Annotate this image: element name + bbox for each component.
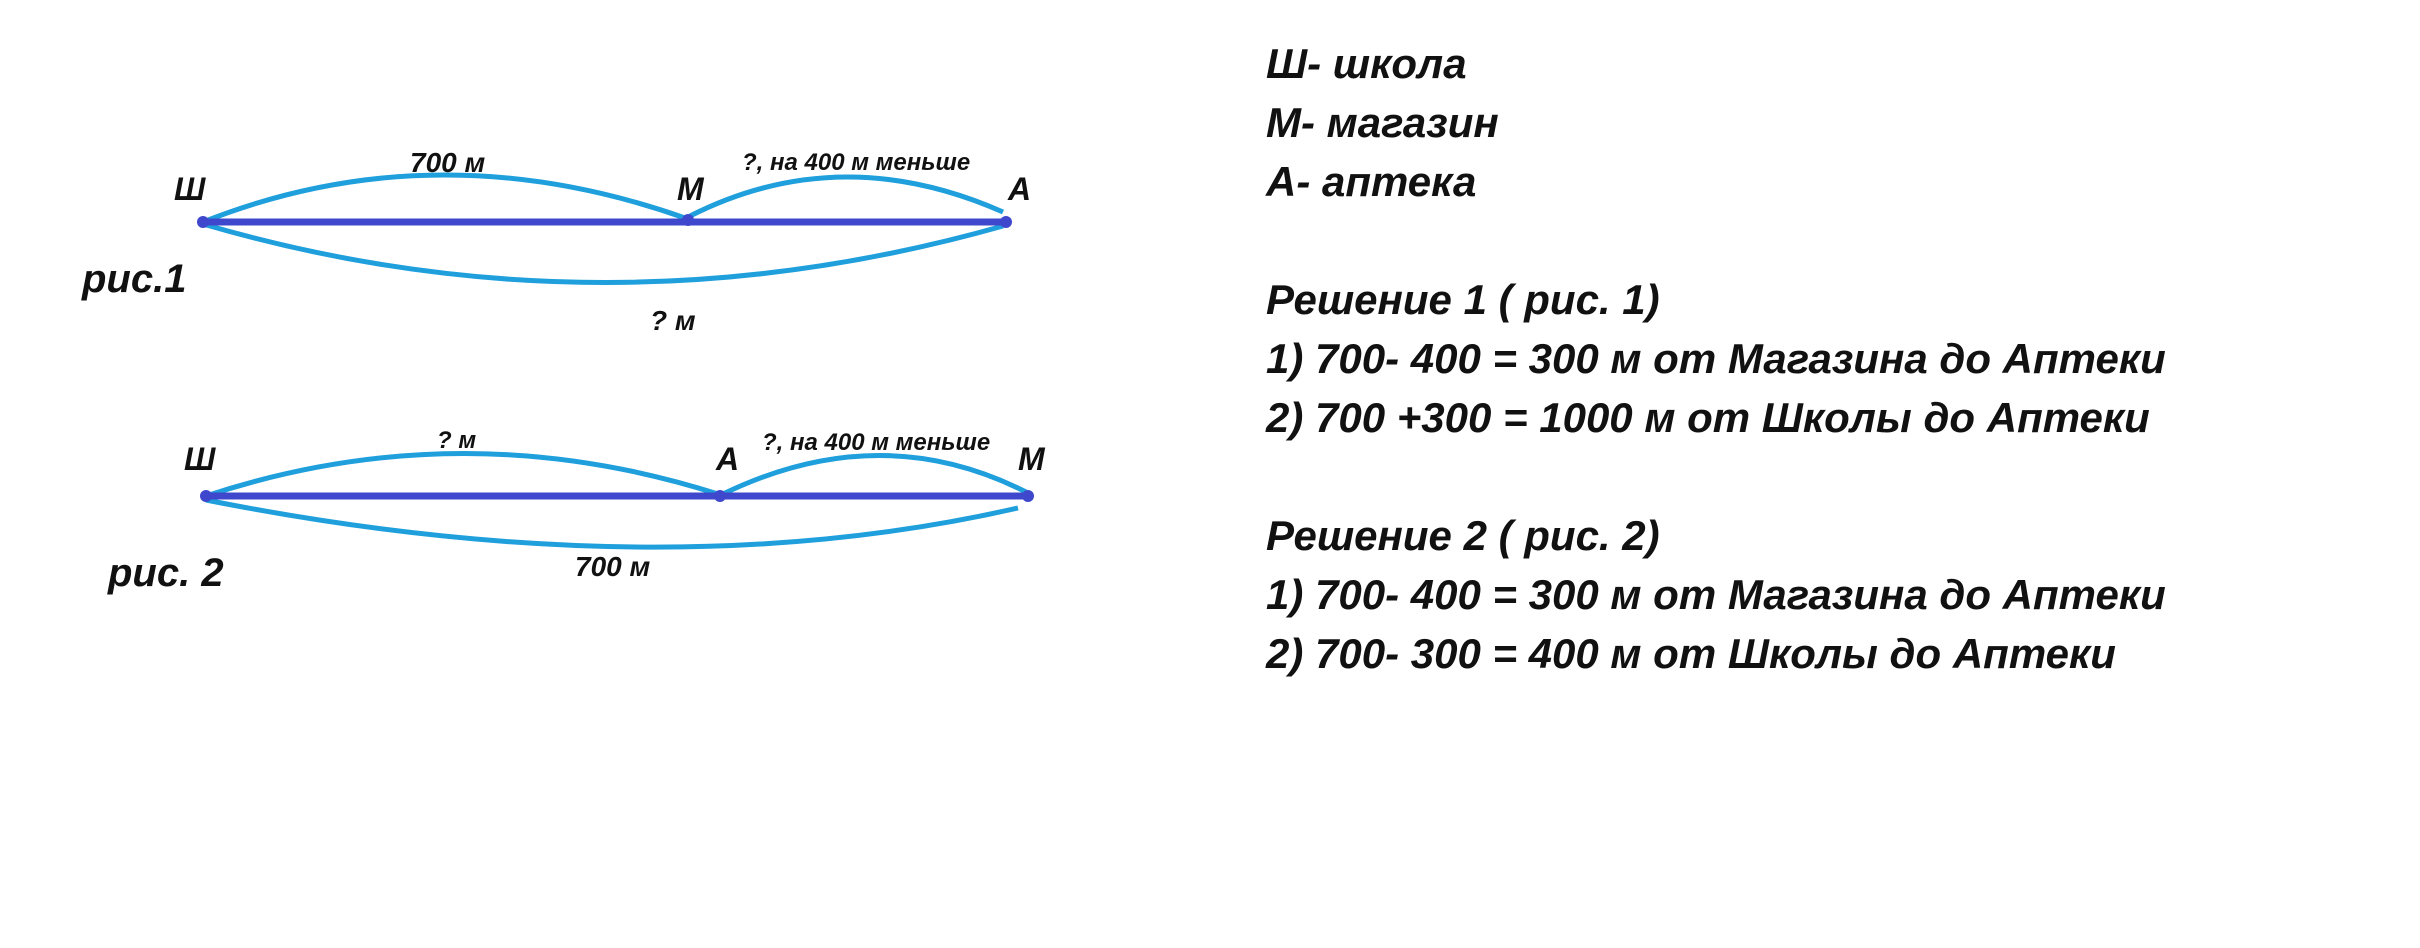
fig2-point-end bbox=[1022, 490, 1034, 502]
solution-2-step-2: 2) 700- 300 = 400 м от Школы до Аптеки bbox=[1266, 630, 2116, 677]
spacer bbox=[1266, 211, 2396, 270]
figure-1: Ш М А 700 м ?, на 400 м меньше ? м рис.1 bbox=[81, 147, 1031, 336]
fig1-arc-top-right bbox=[688, 174, 1005, 219]
fig2-bottom-label: 700 м bbox=[575, 551, 650, 582]
figure-2: Ш А М ? м ?, на 400 м меньше 700 м рис. … bbox=[107, 427, 1046, 595]
solution-1-step-1: 1) 700- 400 = 300 м от Магазина до Аптек… bbox=[1266, 335, 2166, 382]
solution-panel: Ш- школа М- магазин А- аптека Решение 1 … bbox=[1266, 34, 2396, 683]
fig1-point-school bbox=[197, 216, 209, 228]
fig2-top-left-label: ? м bbox=[437, 427, 476, 454]
fig2-arc-top-right bbox=[721, 453, 1028, 497]
fig2-top-right-label: ?, на 400 м меньше bbox=[762, 429, 990, 456]
fig2-point-mid bbox=[714, 490, 726, 502]
fig2-point-label-3: М bbox=[1018, 441, 1046, 477]
fig1-top-right-label: ?, на 400 м меньше bbox=[742, 149, 970, 176]
solution-1-title: Решение 1 ( рис. 1) bbox=[1266, 276, 1660, 323]
fig1-bottom-label: ? м bbox=[650, 305, 696, 336]
segment-diagrams: Ш М А 700 м ?, на 400 м меньше ? м рис.1… bbox=[81, 147, 1046, 595]
fig2-arc-top-left bbox=[205, 451, 719, 499]
solution-2-step-1: 1) 700- 400 = 300 м от Магазина до Аптек… bbox=[1266, 571, 2166, 618]
solution-2-title: Решение 2 ( рис. 2) bbox=[1266, 512, 1660, 559]
fig1-point-end bbox=[1000, 216, 1012, 228]
fig2-point-label-1: Ш bbox=[184, 441, 216, 477]
fig1-point-label-3: А bbox=[1007, 171, 1031, 207]
fig1-point-label-1: Ш bbox=[174, 171, 206, 207]
spacer bbox=[1266, 447, 2396, 506]
fig1-point-mid bbox=[682, 214, 694, 226]
fig1-caption: рис.1 bbox=[81, 257, 186, 301]
fig1-top-left-label: 700 м bbox=[410, 147, 485, 178]
fig2-point-school bbox=[200, 490, 212, 502]
fig2-point-label-2: А bbox=[715, 441, 739, 477]
fig2-arc-bottom bbox=[205, 497, 1019, 550]
legend-school: Ш- школа bbox=[1266, 40, 1467, 87]
fig1-arc-top-left bbox=[202, 172, 686, 225]
fig2-caption: рис. 2 bbox=[107, 551, 224, 595]
fig1-point-label-2: М bbox=[677, 171, 705, 207]
fig1-arc-bottom bbox=[202, 221, 1004, 285]
solution-1-step-2: 2) 700 +300 = 1000 м от Школы до Аптеки bbox=[1266, 394, 2150, 441]
legend-pharmacy: А- аптека bbox=[1266, 158, 1477, 205]
legend-shop: М- магазин bbox=[1266, 99, 1499, 146]
